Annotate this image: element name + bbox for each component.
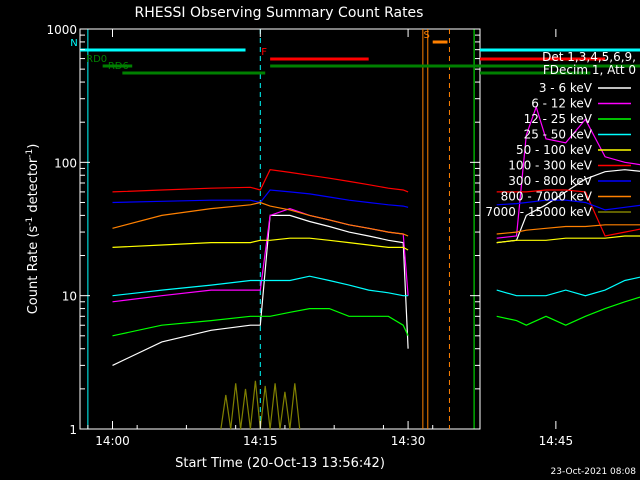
- plot-frame: [79, 28, 481, 430]
- flag-rd0-label: RD0: [86, 54, 107, 65]
- x-tick-label-0: 14:00: [95, 434, 130, 448]
- legend-label-0: 3 - 6 keV: [539, 81, 593, 95]
- series-line-5: [112, 169, 640, 237]
- series-line-8: [220, 380, 301, 430]
- series-line-6: [112, 189, 640, 211]
- x-tick-label-3: 14:45: [539, 434, 574, 448]
- series-line-2: [112, 296, 640, 337]
- series-line-0: [112, 169, 640, 366]
- series-line-4: [112, 235, 640, 251]
- y-tick-label-2: 100: [54, 156, 77, 170]
- series-line-3: [112, 275, 640, 297]
- footer-date: 23-Oct-2021 08:08: [551, 467, 637, 477]
- x-axis-label: Start Time (20-Oct-13 13:56:42): [175, 456, 385, 471]
- y-tick-label-1: 10: [62, 290, 77, 304]
- legend: Det 1,3,4,5,6,9,FDecim 1, Att 0 3 - 6 keV…: [485, 50, 636, 219]
- y-tick-label-0: 1: [69, 423, 77, 437]
- flag-f-label: F: [261, 47, 267, 58]
- legend-header-1: FDecim 1, Att 0: [543, 63, 636, 77]
- series-lines: [112, 105, 640, 430]
- flag-s-label: S: [424, 30, 430, 41]
- x-tick-label-1: 14:15: [243, 434, 278, 448]
- legend-label-3: 25 - 50 keV: [524, 128, 593, 142]
- flag-n-label: N: [70, 38, 77, 49]
- legend-label-1: 6 - 12 keV: [531, 97, 593, 111]
- vertical-markers: [87, 29, 475, 429]
- chart-title: RHESSI Observing Summary Count Rates: [135, 5, 424, 21]
- y-tick-label-3: 1000: [46, 23, 77, 37]
- y-axis-label: Count Rate (s-1 detector-1): [25, 144, 41, 315]
- legend-header-0: Det 1,3,4,5,6,9,: [542, 50, 636, 64]
- legend-label-5: 100 - 300 keV: [508, 159, 592, 173]
- y-axis: 1 10 100 1000: [46, 23, 480, 437]
- legend-label-2: 12 - 25 keV: [524, 112, 593, 126]
- x-tick-label-2: 14:30: [391, 434, 426, 448]
- legend-label-6: 300 - 800 keV: [508, 174, 592, 188]
- legend-label-4: 50 - 100 keV: [516, 143, 593, 157]
- flag-rd6-label: RD6: [108, 61, 129, 72]
- legend-label-8: 7000 - 15000 keV: [485, 205, 592, 219]
- series-line-7: [112, 201, 640, 237]
- legend-label-7: 800 - 7000 keV: [501, 190, 593, 204]
